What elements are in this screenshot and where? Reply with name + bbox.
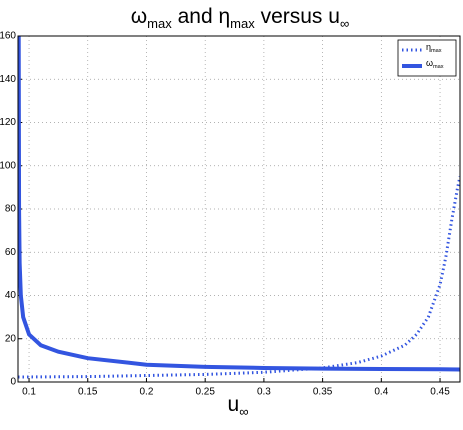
subscript: max (230, 16, 255, 31)
subscript: max (431, 48, 442, 54)
x-tick-label: 0.3 (257, 387, 271, 398)
y-tick-label: 0 (10, 377, 16, 388)
x-tick-label: 0.45 (430, 387, 450, 398)
y-tick-label: 60 (5, 247, 17, 258)
y-tick-label: 80 (5, 204, 17, 215)
legend-label: ωmax (426, 58, 444, 70)
chart-title: ωmax and ηmax versus u∞ (131, 5, 349, 31)
subscript: max (147, 16, 172, 31)
x-axis-label: u∞ (228, 393, 249, 419)
x-tick-label: 0.35 (313, 387, 333, 398)
text-part: η (426, 42, 431, 52)
subscript: max (433, 64, 444, 70)
text-part: u (228, 393, 240, 416)
y-tick-label: 160 (0, 31, 16, 42)
x-tick-label: 0.4 (374, 387, 388, 398)
x-tick-label: 0.2 (140, 387, 154, 398)
y-tick-label: 40 (5, 290, 17, 301)
y-tick-label: 20 (5, 333, 17, 344)
series-line (18, 36, 460, 372)
legend-box (397, 39, 457, 77)
y-tick-label: 100 (0, 160, 16, 171)
x-tick-label: 0.15 (78, 387, 98, 398)
plot-frame (17, 35, 461, 383)
subscript: ∞ (239, 404, 248, 419)
y-tick-label: 140 (0, 74, 16, 85)
y-tick-label: 120 (0, 117, 16, 128)
text-part: versus u (255, 5, 340, 28)
x-tick-label: 0.25 (195, 387, 215, 398)
legend-label: ηmax (426, 42, 442, 54)
x-tick-label: 0.1 (22, 387, 36, 398)
text-part: and η (172, 5, 230, 28)
series-line (18, 176, 460, 379)
text-part: ω (131, 5, 147, 28)
text-part: ω (426, 58, 433, 68)
subscript: ∞ (340, 16, 349, 31)
